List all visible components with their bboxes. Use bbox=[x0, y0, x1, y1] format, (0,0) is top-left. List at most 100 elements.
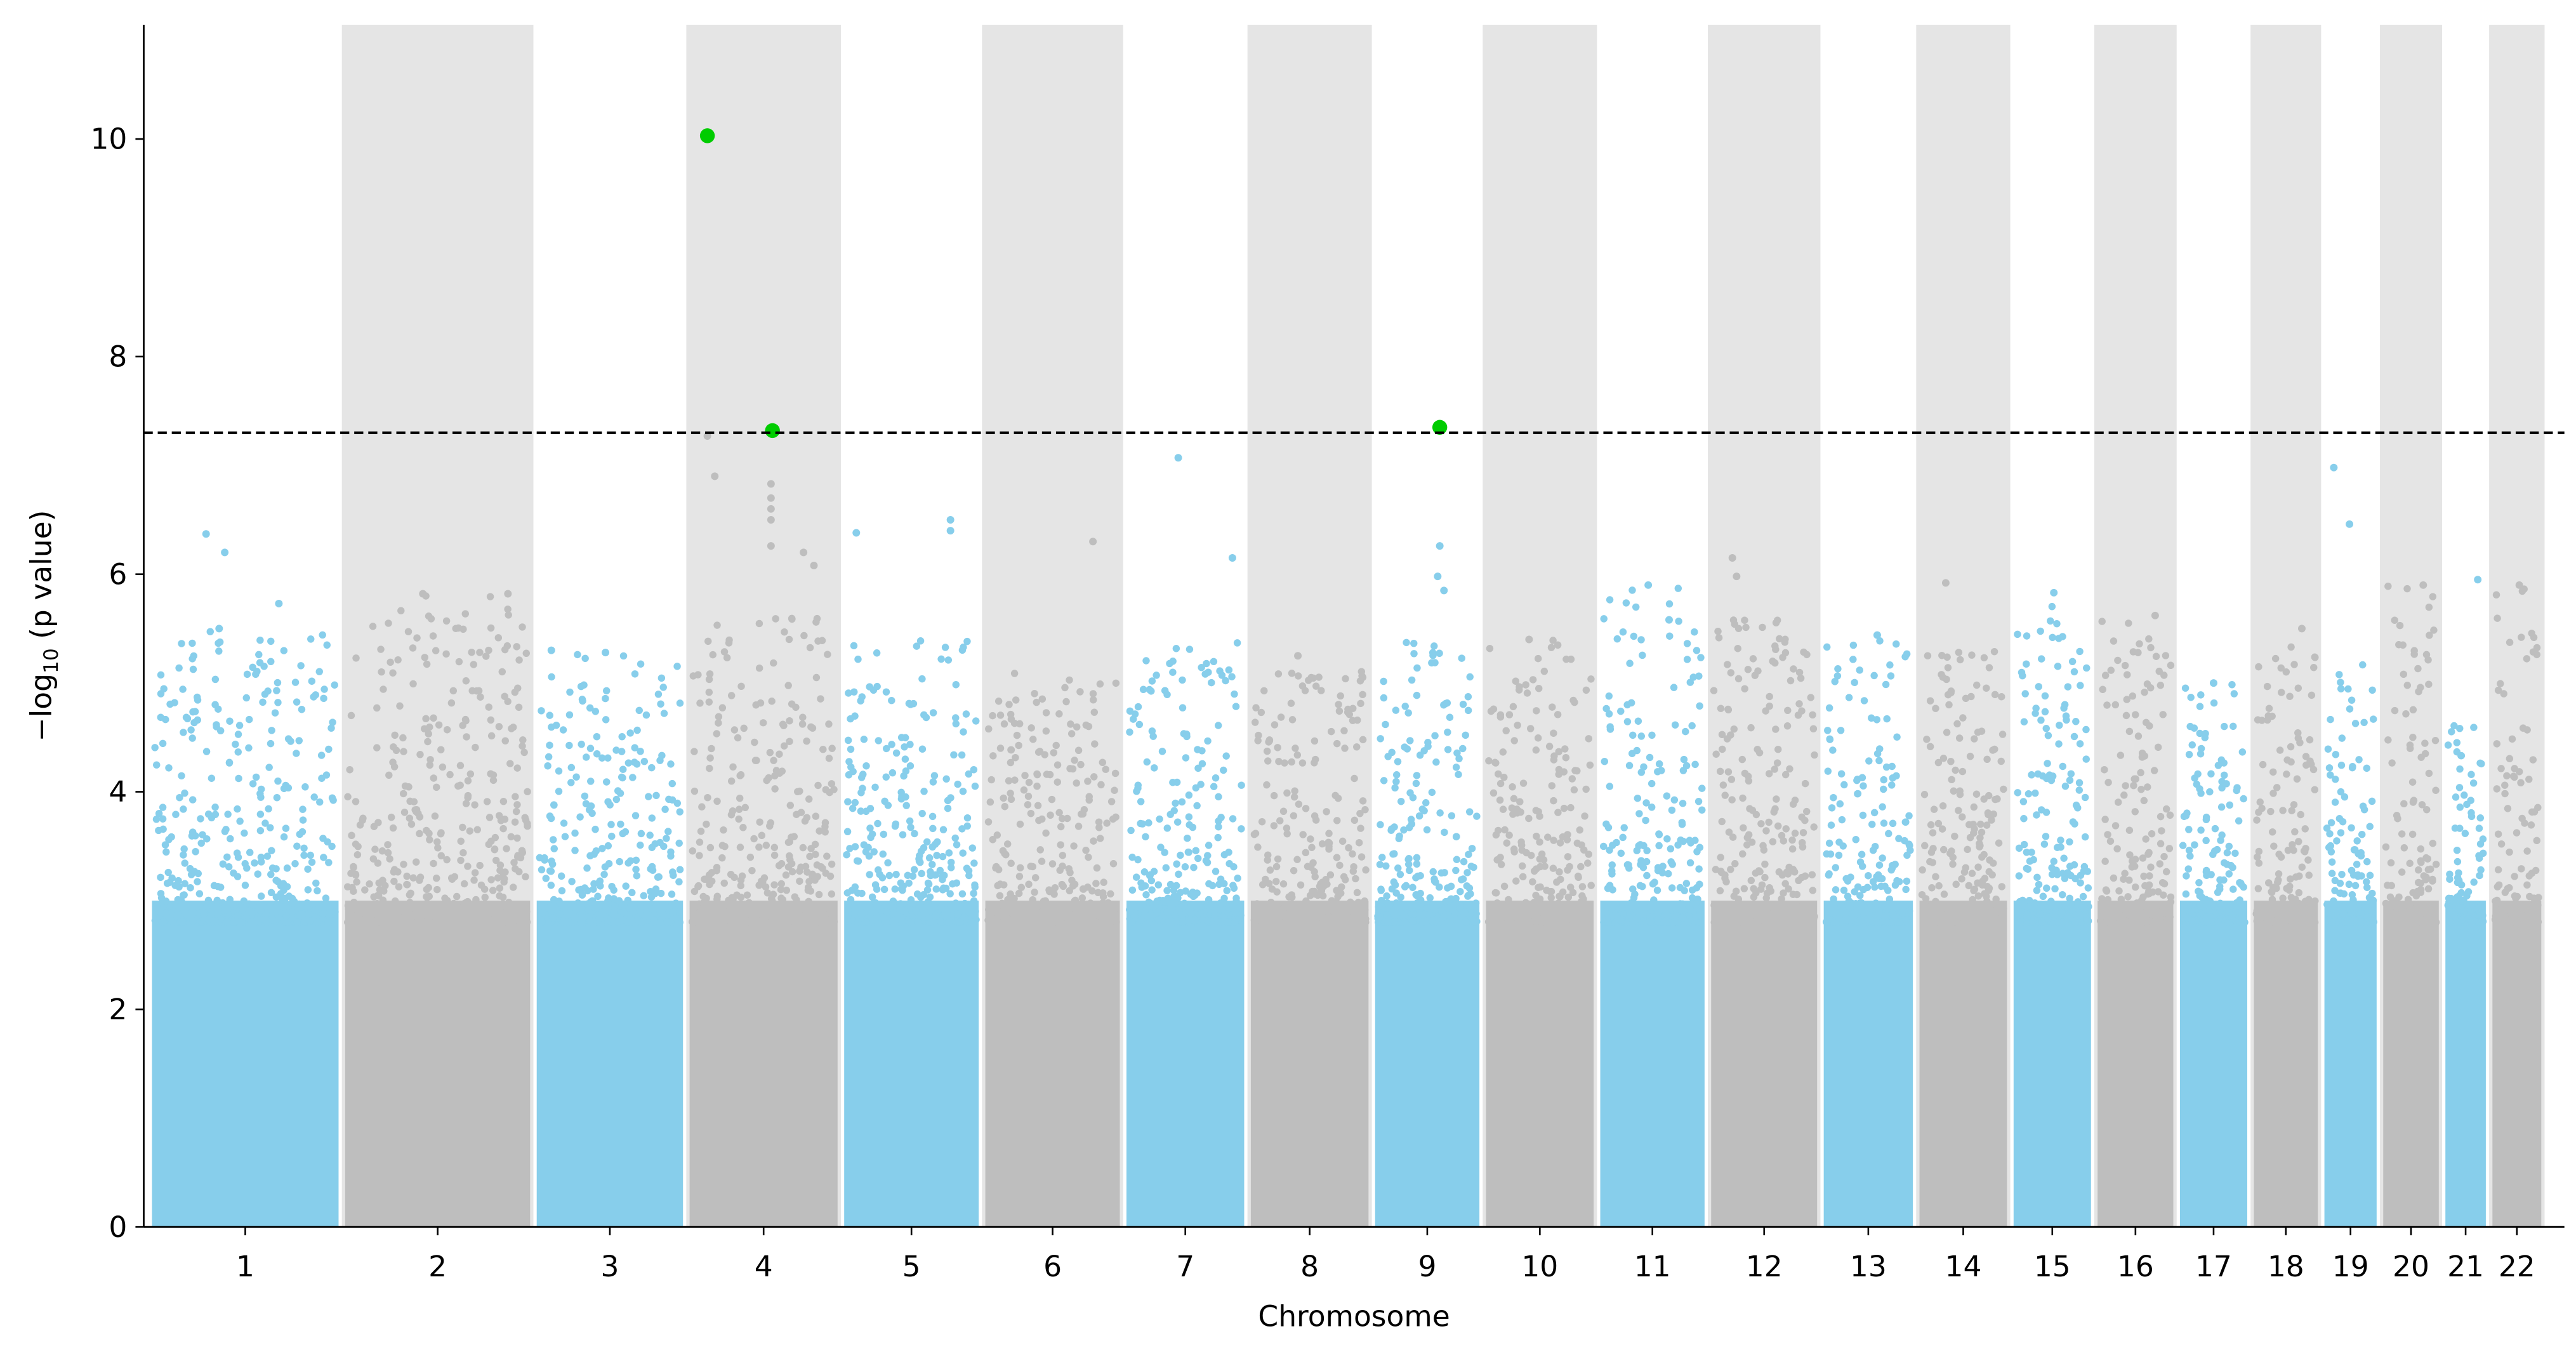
data-point bbox=[824, 651, 831, 658]
data-point bbox=[1985, 664, 1993, 672]
data-point bbox=[821, 915, 829, 922]
data-point bbox=[1015, 741, 1022, 750]
data-point bbox=[1356, 809, 1364, 817]
data-point bbox=[453, 918, 461, 925]
data-point bbox=[496, 866, 504, 875]
data-point bbox=[844, 736, 852, 744]
data-point bbox=[504, 606, 512, 613]
data-point bbox=[2044, 760, 2051, 767]
data-point bbox=[948, 864, 955, 871]
data-point bbox=[1884, 887, 1892, 894]
data-point bbox=[2196, 703, 2204, 710]
data-point bbox=[970, 889, 977, 897]
data-point bbox=[240, 897, 248, 905]
data-point bbox=[1134, 856, 1142, 864]
data-point bbox=[377, 645, 385, 653]
data-point bbox=[1268, 885, 1276, 893]
data-point bbox=[1383, 892, 1390, 900]
data-point bbox=[1015, 873, 1024, 880]
data-point bbox=[1640, 763, 1648, 771]
data-point bbox=[845, 689, 852, 697]
data-point bbox=[786, 856, 794, 864]
data-point bbox=[1622, 599, 1630, 607]
data-point bbox=[963, 637, 971, 645]
data-point bbox=[1033, 770, 1041, 778]
data-point bbox=[1618, 904, 1626, 911]
data-point bbox=[464, 777, 472, 784]
data-point bbox=[1795, 877, 1802, 885]
data-point bbox=[897, 900, 904, 908]
data-point bbox=[416, 830, 423, 838]
data-point bbox=[871, 899, 880, 907]
data-point bbox=[1033, 698, 1040, 706]
data-point bbox=[433, 838, 441, 846]
data-point bbox=[1755, 867, 1763, 875]
data-point bbox=[766, 748, 774, 757]
data-point bbox=[1968, 651, 1976, 659]
data-point bbox=[1410, 639, 1418, 647]
data-point bbox=[769, 890, 777, 898]
data-point bbox=[422, 715, 430, 723]
data-point bbox=[163, 879, 171, 887]
data-point bbox=[1420, 807, 1428, 815]
data-point bbox=[854, 918, 862, 926]
data-point bbox=[1489, 789, 1498, 797]
data-point bbox=[1031, 889, 1038, 896]
data-point bbox=[1456, 888, 1464, 896]
data-point bbox=[400, 748, 407, 755]
data-point bbox=[199, 831, 206, 838]
data-point bbox=[389, 669, 397, 677]
data-point bbox=[279, 896, 286, 903]
data-point bbox=[523, 918, 531, 926]
data-point bbox=[1619, 628, 1627, 636]
data-point bbox=[1684, 918, 1692, 926]
data-point bbox=[870, 848, 878, 856]
data-point bbox=[1778, 831, 1786, 840]
data-point bbox=[1659, 863, 1667, 870]
data-point bbox=[1527, 908, 1535, 917]
data-point bbox=[913, 642, 921, 650]
data-point bbox=[519, 736, 527, 744]
data-point bbox=[1024, 792, 1033, 800]
data-point bbox=[958, 646, 967, 654]
data-point bbox=[1184, 834, 1191, 842]
data-point bbox=[670, 871, 677, 879]
data-point bbox=[378, 668, 385, 676]
data-point bbox=[1741, 769, 1749, 778]
data-point bbox=[267, 904, 275, 911]
data-point bbox=[1761, 860, 1769, 868]
data-point bbox=[1014, 908, 1022, 916]
data-point bbox=[2157, 682, 2165, 689]
data-point bbox=[1573, 767, 1581, 775]
data-point bbox=[590, 885, 597, 893]
data-point bbox=[946, 890, 954, 897]
data-point bbox=[541, 856, 548, 864]
data-point bbox=[920, 844, 928, 852]
data-point bbox=[180, 891, 188, 899]
data-point bbox=[403, 881, 411, 889]
data-point bbox=[317, 751, 326, 759]
data-point bbox=[1390, 918, 1398, 926]
data-point bbox=[2131, 808, 2139, 816]
data-point bbox=[987, 776, 995, 784]
data-point bbox=[1648, 779, 1656, 788]
data-point bbox=[862, 762, 870, 770]
data-point bbox=[799, 713, 807, 721]
data-point bbox=[226, 717, 234, 725]
data-point bbox=[2070, 732, 2078, 741]
data-point bbox=[720, 826, 727, 834]
data-point bbox=[859, 784, 866, 792]
data-point bbox=[214, 882, 221, 890]
data-point bbox=[1803, 807, 1811, 816]
data-point bbox=[1823, 643, 1831, 651]
data-point bbox=[1153, 908, 1161, 917]
data-point bbox=[1016, 820, 1024, 828]
data-point bbox=[1059, 815, 1066, 823]
data-point bbox=[954, 910, 961, 918]
data-point bbox=[324, 838, 331, 846]
data-point bbox=[1335, 701, 1342, 708]
data-point bbox=[1519, 779, 1528, 787]
data-point bbox=[189, 708, 197, 716]
data-point bbox=[1111, 786, 1118, 794]
